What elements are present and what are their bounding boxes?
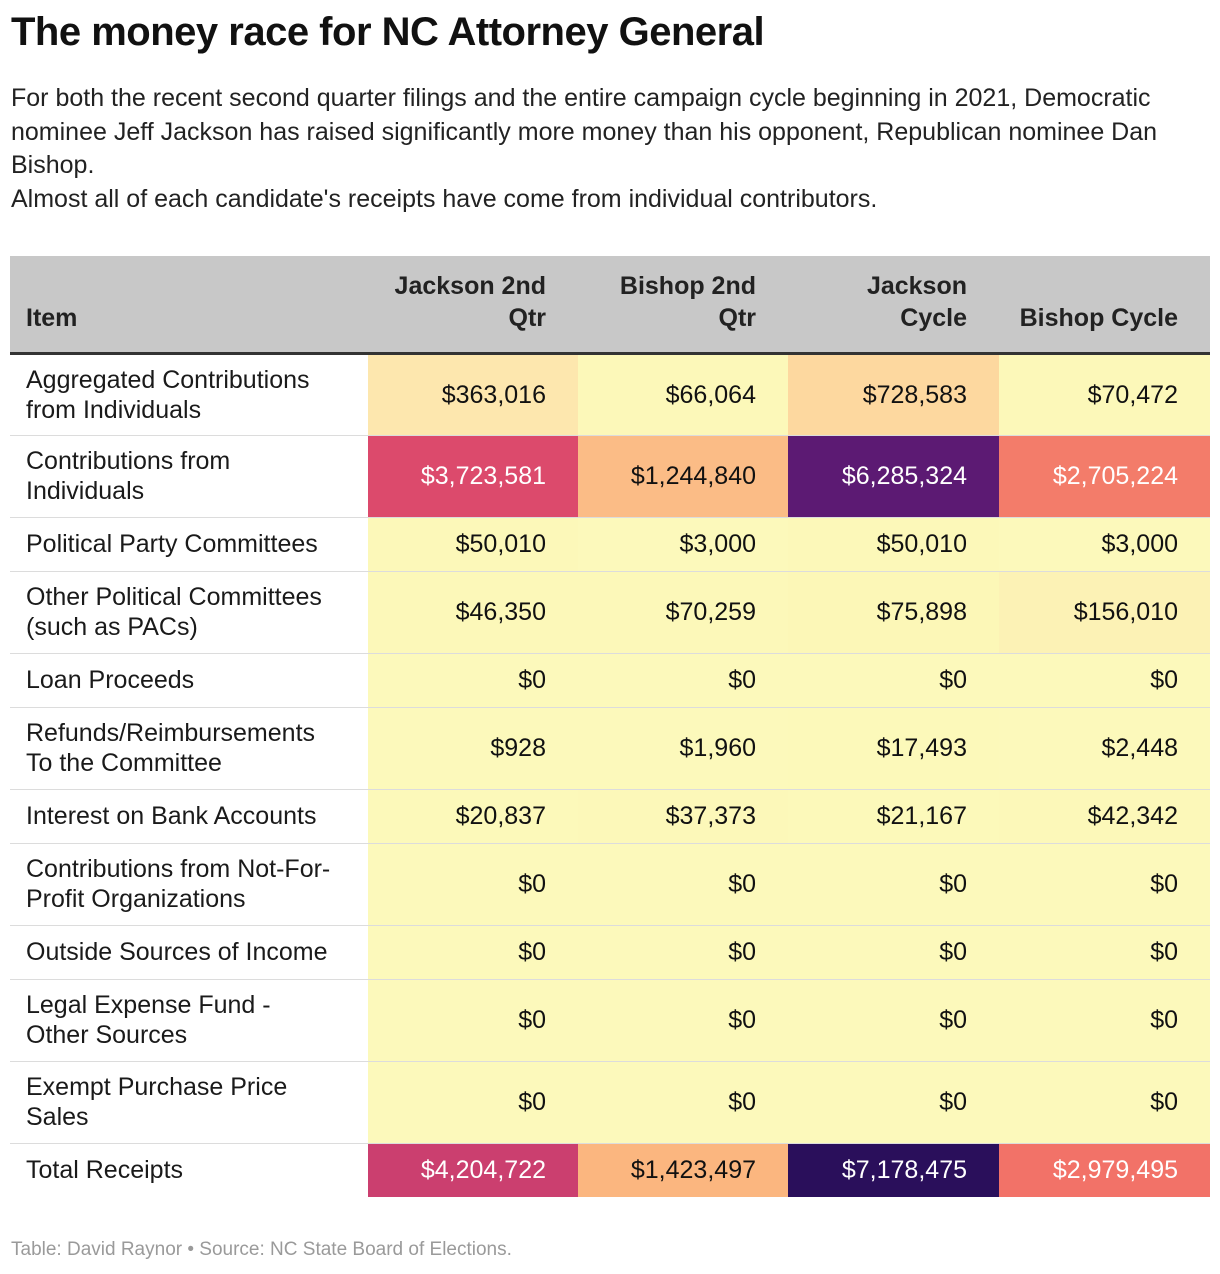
table-row: Contributions from Not-For-Profit Organi…	[10, 843, 1210, 925]
value-cell: $1,960	[578, 707, 788, 789]
table-row: Interest on Bank Accounts$20,837$37,373$…	[10, 789, 1210, 843]
value-cell: $0	[368, 1061, 578, 1143]
value-cell: $0	[999, 843, 1210, 925]
receipts-table: Item Jackson 2nd Qtr Bishop 2nd Qtr Jack…	[10, 256, 1210, 1197]
value-cell: $6,285,324	[788, 435, 999, 517]
table-row: Exempt Purchase Price Sales$0$0$0$0	[10, 1061, 1210, 1143]
value-cell: $17,493	[788, 707, 999, 789]
row-label: Contributions from Not-For-Profit Organi…	[10, 843, 368, 925]
value-cell: $21,167	[788, 789, 999, 843]
value-cell: $46,350	[368, 571, 578, 653]
row-label: Legal Expense Fund - Other Sources	[10, 979, 368, 1061]
value-cell: $0	[578, 979, 788, 1061]
value-cell: $1,423,497	[578, 1143, 788, 1197]
value-cell: $1,244,840	[578, 435, 788, 517]
value-cell: $0	[578, 925, 788, 979]
value-cell: $3,000	[999, 517, 1210, 571]
table-row: Loan Proceeds$0$0$0$0	[10, 653, 1210, 707]
subtitle-paragraph: Almost all of each candidate's receipts …	[11, 183, 1201, 217]
value-cell: $70,259	[578, 571, 788, 653]
header-row: Item Jackson 2nd Qtr Bishop 2nd Qtr Jack…	[10, 256, 1210, 353]
value-cell: $0	[368, 979, 578, 1061]
row-label: Interest on Bank Accounts	[10, 789, 368, 843]
chart-subtitle: For both the recent second quarter filin…	[11, 82, 1201, 216]
value-cell: $2,979,495	[999, 1143, 1210, 1197]
value-cell: $928	[368, 707, 578, 789]
table-body: Aggregated Contributions from Individual…	[10, 353, 1210, 1197]
value-cell: $728,583	[788, 353, 999, 435]
value-cell: $0	[578, 843, 788, 925]
value-cell: $50,010	[368, 517, 578, 571]
value-cell: $0	[368, 653, 578, 707]
value-cell: $0	[788, 843, 999, 925]
table-row: Outside Sources of Income$0$0$0$0	[10, 925, 1210, 979]
row-label: Outside Sources of Income	[10, 925, 368, 979]
column-header-bishop-cycle[interactable]: Bishop Cycle	[999, 256, 1210, 353]
value-cell: $0	[788, 653, 999, 707]
column-header-bishop-2nd-qtr[interactable]: Bishop 2nd Qtr	[578, 256, 788, 353]
value-cell: $50,010	[788, 517, 999, 571]
table-header: Item Jackson 2nd Qtr Bishop 2nd Qtr Jack…	[10, 256, 1210, 353]
row-label: Political Party Committees	[10, 517, 368, 571]
column-header-jackson-2nd-qtr[interactable]: Jackson 2nd Qtr	[368, 256, 578, 353]
value-cell: $66,064	[578, 353, 788, 435]
row-label: Total Receipts	[10, 1143, 368, 1197]
value-cell: $70,472	[999, 353, 1210, 435]
value-cell: $20,837	[368, 789, 578, 843]
value-cell: $0	[578, 1061, 788, 1143]
column-header-jackson-cycle[interactable]: Jackson Cycle	[788, 256, 999, 353]
table-row: Refunds/Reimbursements To the Committee$…	[10, 707, 1210, 789]
row-label: Refunds/Reimbursements To the Committee	[10, 707, 368, 789]
value-cell: $0	[788, 1061, 999, 1143]
value-cell: $0	[999, 979, 1210, 1061]
value-cell: $0	[788, 979, 999, 1061]
value-cell: $37,373	[578, 789, 788, 843]
value-cell: $2,448	[999, 707, 1210, 789]
value-cell: $3,723,581	[368, 435, 578, 517]
value-cell: $3,000	[578, 517, 788, 571]
row-label: Other Political Committees (such as PACs…	[10, 571, 368, 653]
row-label: Contributions from Individuals	[10, 435, 368, 517]
value-cell: $0	[368, 925, 578, 979]
table-row: Legal Expense Fund - Other Sources$0$0$0…	[10, 979, 1210, 1061]
source-credit: Table: David Raynor • Source: NC State B…	[11, 1239, 512, 1261]
table-row: Aggregated Contributions from Individual…	[10, 353, 1210, 435]
table-row: Political Party Committees$50,010$3,000$…	[10, 517, 1210, 571]
subtitle-paragraph: For both the recent second quarter filin…	[11, 82, 1201, 183]
value-cell: $4,204,722	[368, 1143, 578, 1197]
row-label: Loan Proceeds	[10, 653, 368, 707]
value-cell: $363,016	[368, 353, 578, 435]
table-row: Contributions from Individuals$3,723,581…	[10, 435, 1210, 517]
value-cell: $0	[578, 653, 788, 707]
value-cell: $0	[999, 653, 1210, 707]
value-cell: $42,342	[999, 789, 1210, 843]
value-cell: $156,010	[999, 571, 1210, 653]
value-cell: $0	[368, 843, 578, 925]
row-label: Aggregated Contributions from Individual…	[10, 353, 368, 435]
row-label: Exempt Purchase Price Sales	[10, 1061, 368, 1143]
chart-title: The money race for NC Attorney General	[11, 10, 764, 55]
value-cell: $0	[999, 925, 1210, 979]
value-cell: $75,898	[788, 571, 999, 653]
value-cell: $2,705,224	[999, 435, 1210, 517]
value-cell: $0	[788, 925, 999, 979]
table-row: Other Political Committees (such as PACs…	[10, 571, 1210, 653]
column-header-item[interactable]: Item	[10, 256, 368, 353]
value-cell: $0	[999, 1061, 1210, 1143]
table-row: Total Receipts$4,204,722$1,423,497$7,178…	[10, 1143, 1210, 1197]
value-cell: $7,178,475	[788, 1143, 999, 1197]
